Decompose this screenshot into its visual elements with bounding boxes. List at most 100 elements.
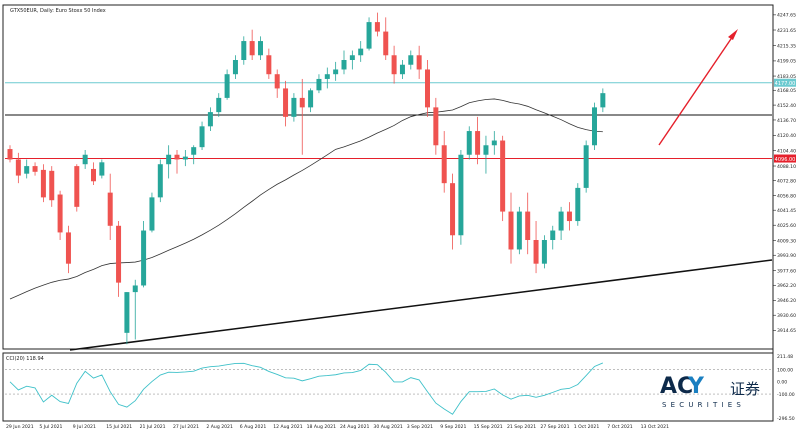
candle-body: [224, 74, 230, 98]
candle-body: [166, 154, 172, 165]
candle: [341, 50, 347, 75]
candle-body: [207, 112, 213, 127]
date-tick-label: 29 Jun 2021: [6, 424, 34, 430]
candle-body: [516, 211, 522, 250]
price-tick-label: 4072.80: [777, 178, 796, 184]
candle-body: [91, 168, 96, 182]
candle: [241, 36, 247, 65]
candle-body: [174, 154, 180, 160]
candle: [308, 88, 314, 113]
candle-body: [283, 88, 289, 117]
date-tick-label: 18 Aug 2021: [307, 424, 337, 430]
candle-body: [575, 187, 581, 222]
candle: [65, 225, 71, 274]
price-axis: 4247.65 4231.65 4215.35 4199.05 4183.05 4168.…: [773, 13, 796, 334]
candle: [299, 78, 305, 155]
candle: [24, 159, 30, 179]
candle-body: [157, 164, 163, 198]
candle-body: [241, 41, 247, 60]
candle-body: [408, 55, 414, 65]
candle: [99, 159, 105, 179]
logo-y-mark: Y: [687, 374, 705, 399]
up-arrow-annotation: [658, 29, 738, 146]
price-tick-label: 4183.05: [777, 74, 796, 80]
cci-tick-label: -100.00: [777, 392, 795, 398]
candle-body: [99, 162, 105, 176]
price-tick-label: 4088.10: [777, 164, 796, 170]
candle-body: [324, 74, 330, 79]
candle-body: [483, 145, 489, 155]
date-tick-label: 21 Jul 2021: [140, 424, 166, 430]
candle-body: [15, 159, 21, 176]
level-label-support: 4096.00: [775, 157, 796, 163]
price-tick-label: 4152.40: [777, 103, 796, 109]
date-tick-label: 1 Oct 2021: [574, 424, 600, 430]
date-tick-label: 9 Sep 2021: [440, 424, 466, 430]
candle-body: [508, 211, 514, 250]
candle: [333, 61, 339, 81]
candle: [508, 192, 514, 264]
price-tick-label: 4041.45: [777, 208, 796, 214]
candle: [174, 150, 180, 174]
date-tick-label: 9 Jul 2021: [73, 424, 96, 430]
candle-body: [433, 107, 439, 146]
candle: [516, 206, 522, 255]
candle-body: [349, 55, 355, 60]
chart-title: GTX50EUR, Daily: Euro Stoxx 50 Index: [10, 8, 106, 14]
price-tick-label: 3993.90: [777, 253, 796, 259]
candle-body: [291, 97, 297, 117]
date-tick-label: 21 Sep 2021: [507, 424, 536, 430]
candle-body: [149, 197, 155, 231]
candle: [458, 150, 464, 245]
level-label-resistance: 4177.00: [775, 81, 796, 87]
price-tick-label: 4231.65: [777, 28, 796, 34]
candle: [224, 69, 230, 100]
candle-body: [458, 154, 464, 236]
date-tick-label: 30 Aug 2021: [373, 424, 403, 430]
candle: [558, 206, 564, 240]
candle: [216, 93, 222, 117]
price-tick-label: 4136.70: [777, 118, 796, 124]
logo-brand: AC: [660, 374, 693, 399]
candle: [91, 162, 96, 186]
rising-trendline: [69, 259, 773, 351]
candle-body: [258, 41, 263, 56]
price-tick-label: 4009.30: [777, 238, 796, 244]
candle: [7, 145, 13, 163]
cci-tick-label: 211.48: [777, 354, 793, 360]
candle-body: [600, 93, 606, 108]
time-axis: 29 Jun 2021 5 Jul 2021 9 Jul 2021 15 Jul 20…: [6, 424, 669, 430]
candle-body: [141, 230, 147, 286]
candle-body: [24, 166, 30, 174]
brand-logo: AC Y 证券 SECURITIES: [660, 374, 760, 409]
candle: [358, 41, 364, 62]
candle-body: [49, 170, 55, 201]
date-tick-label: 5 Jul 2021: [39, 424, 62, 430]
trendlines: [69, 259, 773, 351]
candle: [441, 131, 447, 193]
candle-body: [583, 145, 589, 188]
ma-line: [9, 98, 603, 300]
candle-body: [533, 240, 539, 264]
candle: [191, 145, 197, 165]
date-tick-label: 24 Aug 2021: [340, 424, 370, 430]
candle-body: [558, 211, 564, 231]
candle: [283, 80, 289, 127]
price-tick-label: 4025.60: [777, 223, 796, 229]
candle-body: [475, 131, 481, 155]
candle-body: [40, 169, 46, 198]
level-tag-resistance: [774, 78, 796, 87]
candle-body: [450, 183, 456, 236]
candle-body: [182, 156, 188, 160]
candle: [107, 173, 113, 240]
candle-body: [441, 145, 447, 184]
candle: [141, 221, 147, 288]
date-tick-label: 2 Aug 2021: [206, 424, 233, 430]
price-tick-label: 3930.60: [777, 313, 796, 319]
candle: [182, 150, 188, 167]
cci-line: [9, 362, 604, 415]
price-tick-label: 4120.40: [777, 133, 796, 139]
price-tick-label: 4199.05: [777, 59, 796, 65]
candle-body: [132, 285, 138, 293]
